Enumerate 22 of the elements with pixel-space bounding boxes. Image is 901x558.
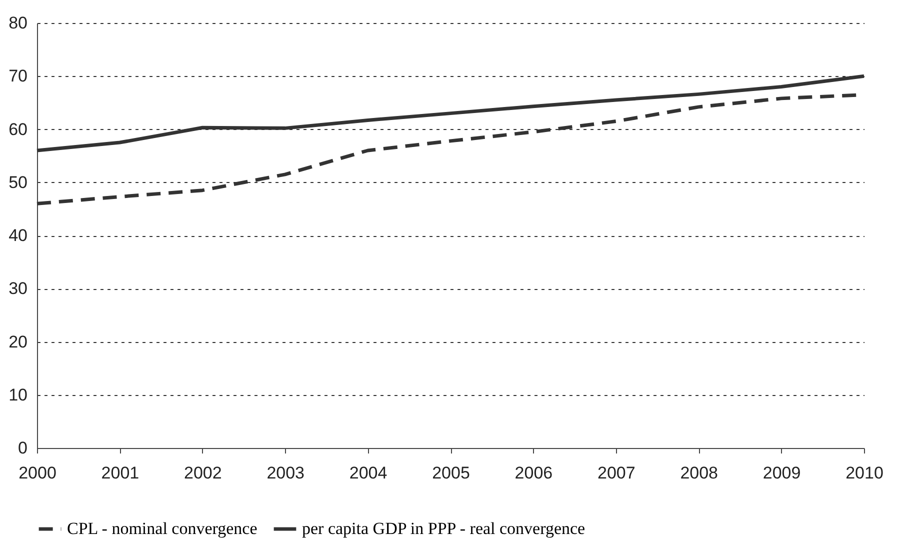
y-tick-label: 20	[8, 332, 28, 352]
y-tick-label: 60	[8, 120, 28, 139]
x-tick-label: 2009	[762, 464, 801, 482]
x-tick-label: 2002	[184, 464, 222, 482]
x-tick-label: 2006	[514, 464, 553, 482]
x-tick-label: 2000	[18, 464, 56, 482]
legend-label: per capita GDP in PPP - real convergence	[302, 519, 586, 538]
x-tick-label: 2007	[597, 464, 636, 482]
y-tick-label: 30	[8, 279, 28, 298]
x-tick-label: 2005	[432, 464, 470, 482]
y-tick-label: 40	[8, 226, 28, 245]
x-tick-label: 2010	[846, 464, 884, 482]
y-tick-label: 0	[18, 438, 28, 458]
x-tick-label: 2004	[349, 464, 388, 482]
y-tick-label: 10	[8, 385, 28, 404]
x-tick-label: 2003	[266, 464, 305, 482]
legend-label: CPL - nominal convergence	[67, 519, 258, 538]
y-tick-label: 80	[8, 14, 28, 32]
x-tick-label: 2001	[101, 464, 140, 482]
y-tick-label: 50	[8, 172, 28, 192]
x-tick-label: 2008	[680, 464, 718, 482]
y-tick-label: 70	[8, 66, 28, 86]
